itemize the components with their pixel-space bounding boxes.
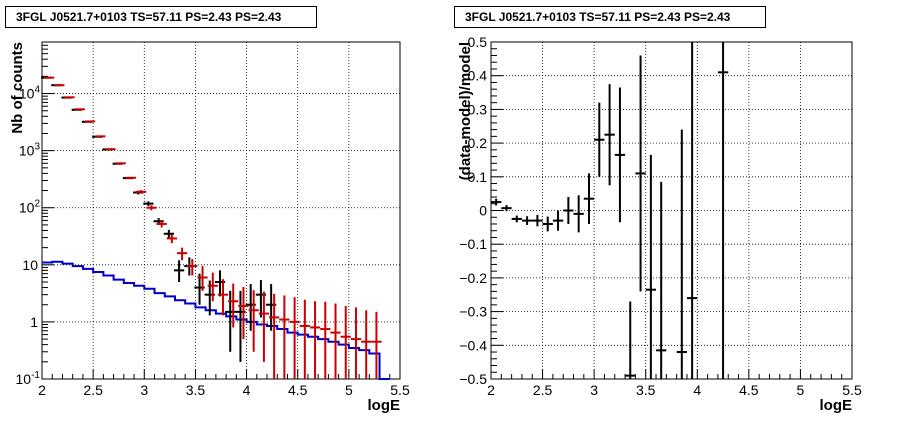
y-tick-label: 0.4 bbox=[468, 68, 488, 84]
y-tick-label: 10-1 bbox=[16, 370, 41, 387]
y-tick-label: 0 bbox=[479, 203, 487, 219]
y-tick-label: 0.2 bbox=[468, 135, 488, 151]
y-tick-label: −0.2 bbox=[459, 270, 487, 286]
y-tick-label: −0.1 bbox=[459, 236, 487, 252]
x-tick-label: 3 bbox=[140, 382, 148, 398]
x-tick-label: 2 bbox=[487, 382, 495, 398]
y-tick-label: 0.3 bbox=[468, 101, 488, 117]
y-tick-label: 1 bbox=[30, 314, 38, 330]
x-tick-label: 2 bbox=[38, 382, 46, 398]
y-tick-label: 103 bbox=[19, 142, 41, 159]
y-axis-label: (data-model)/model bbox=[457, 42, 474, 180]
y-tick-label: 104 bbox=[19, 85, 41, 102]
x-tick-label: 4.5 bbox=[739, 382, 759, 398]
y-tick-label: −0.3 bbox=[459, 304, 487, 320]
x-tick-label: 4 bbox=[243, 382, 251, 398]
y-tick-label: −0.5 bbox=[459, 371, 487, 387]
x-tick-label: 2.5 bbox=[83, 382, 103, 398]
x-tick-label: 4.5 bbox=[288, 382, 308, 398]
x-axis-label: logE bbox=[820, 397, 853, 414]
x-tick-label: 3.5 bbox=[186, 382, 206, 398]
left-plot-title: 3FGL J0521.7+0103 TS=57.11 PS=2.43 PS=2.… bbox=[5, 6, 317, 28]
x-tick-label: 5.5 bbox=[842, 382, 862, 398]
x-tick-label: 2.5 bbox=[533, 382, 553, 398]
y-tick-label: 102 bbox=[19, 199, 41, 216]
y-tick-label: 10 bbox=[22, 257, 38, 273]
x-tick-label: 4 bbox=[693, 382, 701, 398]
counts-spectrum-plot: 2 2.5 3 3.5 4 4.5 5 5.5 10-1 1 10 102 103 104 logE Nb o… bbox=[9, 41, 410, 414]
source-model-step-line bbox=[42, 260, 390, 380]
x-axis-label: logE bbox=[368, 397, 401, 414]
x-tick-label: 5 bbox=[797, 382, 805, 398]
x-tick-label: 3.5 bbox=[636, 382, 656, 398]
y-axis-label: Nb of counts bbox=[9, 42, 26, 134]
y-tick-label: −0.4 bbox=[459, 337, 487, 353]
x-tick-label: 3 bbox=[590, 382, 598, 398]
right-plot-title: 3FGL J0521.7+0103 TS=57.11 PS=2.43 PS=2.… bbox=[454, 6, 766, 28]
plot-area bbox=[42, 42, 400, 379]
y-tick-label: 0.1 bbox=[468, 169, 488, 185]
y-tick-label: 0.5 bbox=[468, 34, 488, 50]
x-tick-label: 5 bbox=[345, 382, 353, 398]
x-tick-label: 5.5 bbox=[390, 382, 410, 398]
residuals-plot: 2 2.5 3 3.5 4 4.5 5 5.5 −0.5 −0.4 −0.3 −0.2 −0.1 0 0.1… bbox=[457, 34, 862, 414]
